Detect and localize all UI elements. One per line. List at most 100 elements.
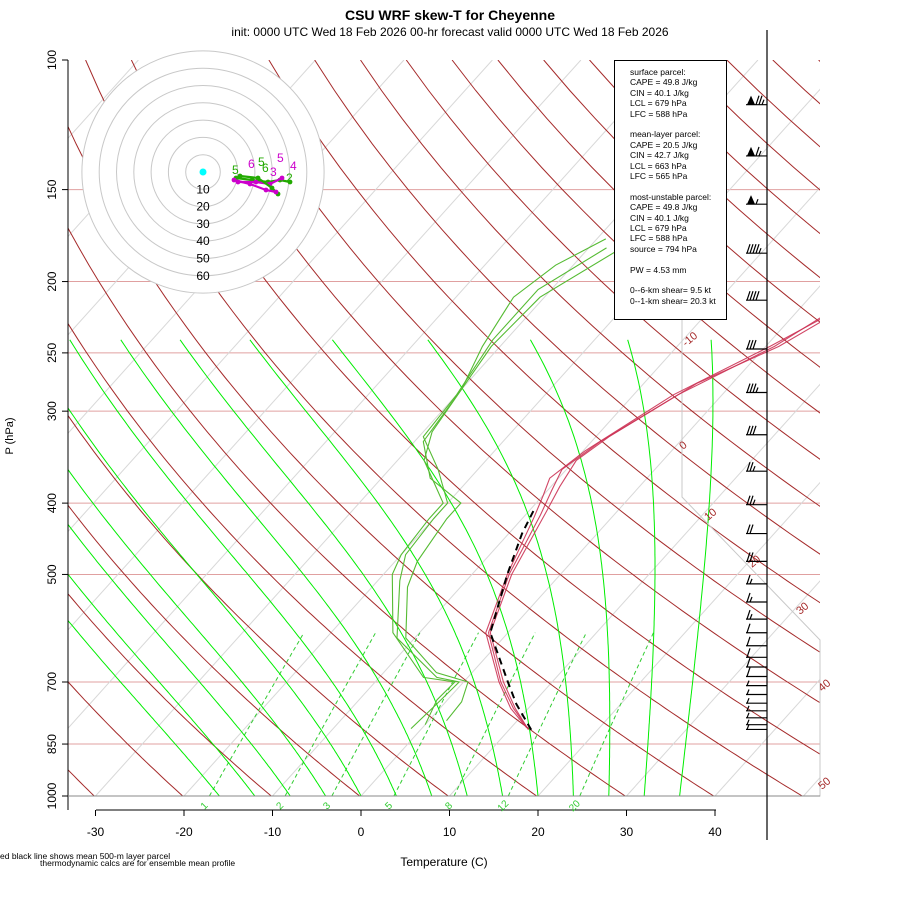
- wind-barb: [746, 724, 767, 731]
- dry-adiabat-line: [85, 60, 803, 797]
- barb-flag: [746, 592, 751, 603]
- wind-barb: [746, 592, 767, 603]
- wind-barb: [746, 657, 767, 668]
- barb-flag: [749, 552, 754, 562]
- wind-barb: [746, 667, 767, 678]
- dry-adiabat-line: [68, 322, 537, 797]
- barb-half-flag: [746, 689, 750, 695]
- wind-barb-column: [746, 30, 768, 840]
- dry-adiabat-line: [222, 60, 820, 653]
- temperature-profiles: [485, 317, 820, 731]
- barb-flag: [746, 290, 751, 301]
- mean-parcel-line: [489, 510, 535, 731]
- moist-adiabat-line: [627, 339, 656, 797]
- barb-flag: [746, 609, 751, 620]
- info-line: LFC = 588 hPa: [630, 233, 688, 244]
- info-line: most-unstable parcel:: [630, 191, 712, 202]
- hodograph-point: [287, 179, 293, 185]
- hodograph-point: [231, 177, 237, 183]
- wind-barb: [746, 243, 767, 254]
- hodograph-point: [263, 187, 269, 193]
- wind-barb: [746, 425, 767, 436]
- x-tick-label: -20: [175, 825, 193, 839]
- barb-half-flag: [746, 712, 750, 719]
- mixing-ratio-lines: [208, 632, 654, 797]
- mixing-ratio-label: 20: [567, 798, 583, 814]
- info-line: LCL = 679 hPa: [630, 98, 687, 109]
- hodograph-point-label: 3: [270, 165, 277, 179]
- dry-adiabat-line: [314, 60, 820, 555]
- moist-adiabat-line: [427, 339, 574, 797]
- hodograph-origin: [199, 168, 207, 176]
- hodograph-point: [255, 175, 261, 181]
- barb-half-flag: [746, 724, 750, 730]
- hodograph-trace: [238, 177, 283, 186]
- dry-adiabat-line: [68, 414, 449, 797]
- barb-half-flag: [749, 578, 753, 585]
- barb-flag: [755, 146, 760, 157]
- info-line: CAPE = 49.8 J/kg: [630, 77, 698, 88]
- hodograph-ring-label: 10: [196, 182, 210, 196]
- hodograph-point-label: 4: [290, 159, 297, 173]
- x-tick-label: -30: [87, 825, 105, 839]
- barb-pennant: [747, 195, 755, 205]
- info-line: 0--1-km shear= 20.3 kt: [630, 295, 716, 306]
- barb-half-flag: [749, 596, 753, 603]
- barb-flag: [752, 243, 757, 254]
- isotherm-label: -10: [680, 330, 700, 349]
- moist-adiabat-lines: [68, 339, 714, 797]
- barb-flag: [746, 524, 751, 534]
- hodograph-ring-label: 60: [196, 269, 210, 283]
- dry-adiabat-line: [68, 593, 272, 797]
- isotherm-line: [272, 186, 820, 797]
- barb-flag: [749, 383, 754, 393]
- isotherm-label: 40: [816, 677, 833, 694]
- y-tick-label: 100: [45, 50, 59, 70]
- mixing-ratio-line: [284, 632, 377, 797]
- mixing-ratio-line: [331, 632, 421, 797]
- barb-flag: [752, 425, 757, 435]
- isotherm-line: [68, 60, 582, 631]
- axes: [62, 59, 820, 816]
- barb-flag: [746, 574, 751, 585]
- dewpoint-profiles: [391, 238, 637, 729]
- wind-barb: [746, 524, 767, 535]
- info-line: LFC = 588 hPa: [630, 108, 688, 119]
- dry-adiabat-line: [130, 60, 820, 755]
- dry-adiabat-line: [176, 60, 820, 704]
- hodograph-point-label: 6: [248, 157, 255, 171]
- temperature-line: [485, 318, 820, 729]
- moist-adiabat-line: [68, 619, 220, 797]
- barb-half-flag: [749, 613, 753, 620]
- hodograph-ring-label: 50: [196, 252, 210, 266]
- barb-pennant: [747, 95, 755, 105]
- barb-flag: [752, 339, 757, 350]
- moist-adiabat-line: [249, 339, 504, 797]
- barb-flag: [752, 383, 757, 393]
- barb-flag: [749, 425, 754, 435]
- wind-barb: [746, 719, 767, 726]
- chart-subtitle: init: 0000 UTC Wed 18 Feb 2026 00-hr for…: [231, 25, 669, 39]
- wind-barb: [746, 712, 767, 719]
- y-tick-label: 250: [45, 343, 59, 363]
- wind-barb: [746, 462, 767, 472]
- wind-barb: [746, 680, 767, 687]
- isotherm-label: 30: [794, 600, 811, 617]
- x-tick-label: -10: [264, 825, 282, 839]
- x-axis-label: Temperature (C): [400, 855, 487, 869]
- moist-adiabat-line: [529, 339, 611, 796]
- info-line: source = 794 hPa: [630, 243, 697, 254]
- wind-barb: [746, 623, 767, 634]
- dry-adiabat-line: [68, 681, 184, 797]
- barb-half-flag: [758, 247, 762, 254]
- dry-adiabat-line: [451, 60, 820, 414]
- info-line: surface parcel:: [630, 67, 686, 77]
- wind-barb: [746, 146, 767, 157]
- barb-flag: [746, 636, 751, 646]
- dry-adiabat-line: [268, 60, 820, 604]
- barb-half-flag: [758, 150, 762, 157]
- hodograph-point: [237, 173, 243, 179]
- y-tick-label: 200: [45, 271, 59, 291]
- barb-half-flag: [746, 697, 750, 704]
